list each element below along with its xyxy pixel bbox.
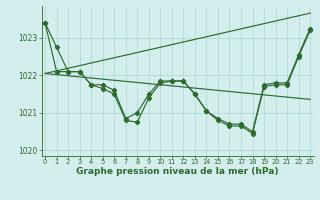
X-axis label: Graphe pression niveau de la mer (hPa): Graphe pression niveau de la mer (hPa) xyxy=(76,167,279,176)
